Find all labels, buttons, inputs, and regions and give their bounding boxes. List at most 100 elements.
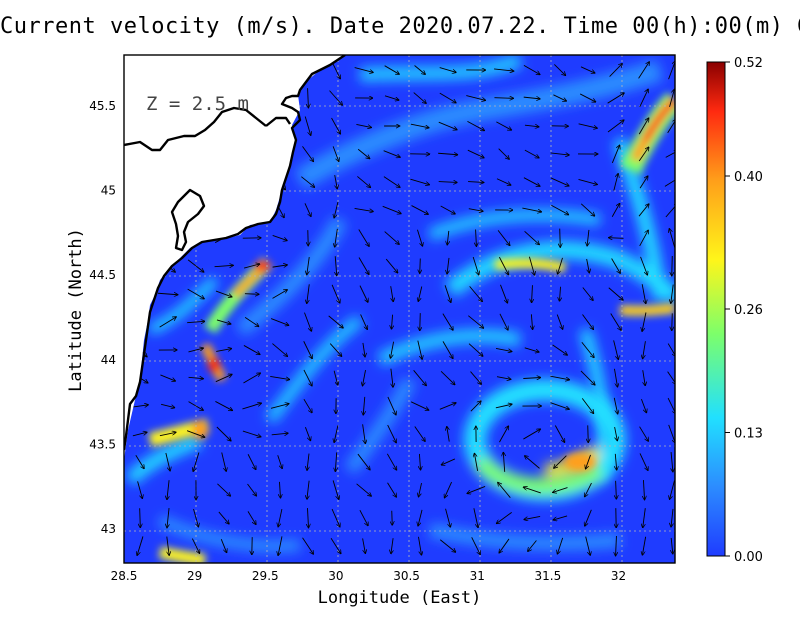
velocity-arrow [363,342,365,357]
velocity-arrow [278,536,283,555]
velocity-arrow [467,120,484,130]
velocity-arrow [638,62,650,79]
velocity-arrow [523,97,541,99]
velocity-arrow [469,286,483,301]
velocity-arrow [672,313,673,330]
velocity-arrow [278,508,283,527]
velocity-arrow [616,536,617,556]
velocity-arrow [186,430,205,438]
velocity-arrow [357,176,370,187]
velocity-arrow [216,426,231,441]
colorbar-tick-label: 0.40 [734,170,763,185]
velocity-arrow [391,314,392,330]
velocity-arrow [414,65,426,74]
x-tick-label: 31.5 [534,569,561,583]
velocity-arrow [524,125,539,127]
velocity-arrow [279,481,280,498]
y-tick-label: 43.5 [89,437,116,451]
velocity-arrow [193,508,199,527]
velocity-arrow [607,120,624,133]
velocity-arrow [496,121,511,130]
velocity-arrow [334,174,338,189]
velocity-arrow [215,290,232,297]
velocity-arrow [243,373,260,384]
velocity-arrow [524,456,540,469]
velocity-arrow [616,480,617,499]
velocity-arrow [467,149,484,158]
velocity-arrow [639,176,648,189]
velocity-arrow [581,398,593,413]
velocity-arrow [585,454,591,469]
velocity-arrow [411,205,429,215]
velocity-arrow [420,258,421,273]
land-mass [124,55,345,460]
velocity-arrow [524,515,541,519]
velocity-arrow [639,230,649,247]
velocity-arrow [468,343,483,357]
velocity-arrow [585,482,592,497]
velocity-arrow [220,539,226,553]
velocity-arrow [639,453,648,470]
velocity-arrow [578,123,598,128]
velocity-arrow [476,229,477,247]
velocity-arrow [447,230,449,245]
velocity-arrow [188,377,204,378]
y-tick-label: 43 [101,522,116,536]
velocity-arrow [641,398,646,413]
velocity-arrow [188,348,203,353]
velocity-arrow [523,429,540,440]
velocity-arrow [551,204,568,215]
velocity-arrow [420,313,421,331]
velocity-arrow [550,177,569,186]
velocity-arrow [166,536,169,556]
colorbar-ticks: 0.00 0.13 0.26 0.40 0.52 [725,56,763,565]
velocity-arrow [354,208,374,211]
velocity-arrow [611,203,620,217]
velocity-arrow [643,508,646,528]
velocity-arrow [303,369,312,386]
x-tick-label: 30.5 [393,569,420,583]
velocity-arrow [244,317,259,326]
velocity-arrow [473,508,478,528]
velocity-arrow [357,148,370,158]
velocity-arrow [440,205,456,214]
velocity-arrow [382,205,402,213]
velocity-arrow [643,341,646,359]
velocity-arrow [332,146,339,161]
velocity-arrow [360,314,368,329]
velocity-arrow [277,455,283,468]
velocity-arrow [528,256,534,276]
velocity-arrow [358,257,369,274]
velocity-arrow [221,452,227,472]
velocity-arrow [270,375,290,379]
velocity-arrow [523,64,540,74]
velocity-arrow [304,203,311,216]
velocity-arrow [641,284,646,304]
velocity-arrow [552,344,568,355]
velocity-arrow [359,509,368,526]
velocity-arrow [243,345,260,354]
velocity-arrow [550,153,570,155]
velocity-arrow [639,89,649,108]
velocity-arrow [272,343,287,357]
y-axis-label: Latitude (North) [66,228,86,392]
colorbar-tick-label: 0.52 [734,56,763,71]
velocity-arrow [586,258,590,273]
velocity-arrow [498,148,510,160]
velocity-arrow [442,313,453,331]
velocity-arrow [531,314,532,329]
velocity-arrow [329,343,342,357]
velocity-arrow [413,92,427,104]
velocity-arrow [554,425,564,442]
velocity-arrow [613,173,618,191]
velocity-arrow [334,425,339,442]
velocity-arrow [557,257,563,274]
velocity-arrow [439,539,456,553]
velocity-arrow [468,315,483,329]
velocity-arrow [359,285,368,303]
map-title: Current velocity (m/s). Date 2020.07.22.… [0,14,800,39]
velocity-arrow [384,65,400,75]
velocity-arrow [440,370,455,384]
velocity-arrow [581,341,594,357]
velocity-arrow [308,88,309,108]
